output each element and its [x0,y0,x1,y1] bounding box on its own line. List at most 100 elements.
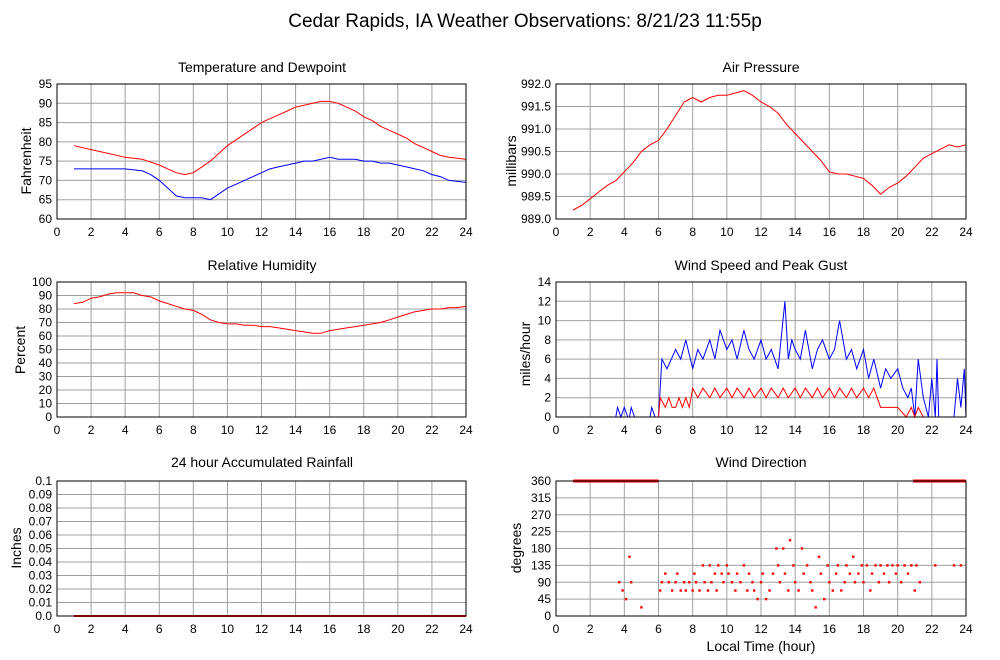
pressure-xtick-label: 22 [925,225,939,239]
wind-ytick-label: 10 [538,314,552,328]
direction-point [793,581,797,584]
direction-point [720,572,723,575]
temp-series-line-1 [74,156,467,201]
rain-ytick-label: 0.07 [29,515,53,529]
wind-xtick-label: 8 [689,423,696,437]
wind-xtick-label: 20 [891,423,905,437]
direction-point [836,564,840,567]
direction-point [734,589,737,592]
direction-point [828,581,831,584]
wind-ytick-label: 8 [544,333,551,347]
rain-ytick-label: 0.09 [29,488,53,502]
direction-point [618,581,621,584]
direction-point [778,581,781,584]
direction-point [865,564,869,567]
direction-panel: Wind Direction degrees Local Time (hour)… [508,454,973,654]
humidity-panel: Relative Humidity Percent 2 4 6 8 10 12 14 16 18… [12,257,473,437]
wind-xtick-label: 18 [857,423,871,437]
pressure-xtick-label: 14 [788,225,802,239]
direction-point [628,555,631,558]
direction-point [629,581,633,584]
direction-xtick-label: 8 [689,622,696,636]
wind-ytick-label: 4 [544,371,551,385]
pressure-ytick-label: 990.5 [521,145,551,159]
wind-xtick-label: 10 [720,423,734,437]
direction-point [870,572,874,575]
temperature-panel-ylabel: Fahrenheit [18,127,34,194]
humidity-frame [56,281,467,418]
humidity-xtick-label: 18 [357,423,371,437]
direction-point [739,581,742,584]
direction-xtick-label: 12 [754,622,768,636]
wind-xtick-label: 12 [754,423,768,437]
direction-point [747,572,751,575]
direction-xtick-label: 24 [959,622,973,636]
rain-xtick-label: 16 [323,622,337,636]
temp-xtick-label: 2 [88,225,95,239]
direction-point [886,564,889,567]
humidity-ytick-label: 90 [39,289,53,303]
humidity-ytick-label: 20 [39,383,53,397]
direction-point [775,547,778,550]
wind-xtick-label: 6 [655,423,662,437]
direction-point [742,564,746,567]
rain-ytick-label: 0.02 [29,582,53,596]
rain-ytick-label: 0.1 [35,474,52,488]
rain-ytick-label: 0.04 [29,555,53,569]
direction-point [852,555,855,558]
direction-plot: 2 4 6 8 10 12 14 16 18 20 22 2404590135180225270315… [531,474,973,636]
direction-point [693,572,696,575]
humidity-plot: 2 4 6 8 10 12 14 16 18 20 22 2401020304050607080901… [32,275,473,437]
wind-ytick-label: 2 [544,391,551,405]
direction-point [717,564,720,567]
direction-point [874,564,877,567]
direction-ytick-label: 180 [531,542,551,556]
rain-ytick-label: 0.03 [29,569,53,583]
direction-point [670,589,674,592]
humidity-ytick-label: 70 [39,316,53,330]
rain-ytick-label: 0.05 [29,542,53,556]
direction-point [918,581,922,584]
rainfall-panel-title: 24 hour Accumulated Rainfall [171,454,353,470]
pressure-xtick-label: 2 [587,225,594,239]
temp-xtick-label: 10 [221,225,235,239]
humidity-xtick-label: 2 [88,423,95,437]
direction-point [664,572,667,575]
direction-point [819,572,822,575]
humidity-ytick-label: 40 [39,356,53,370]
temp-ytick-label: 95 [39,77,53,91]
rain-ytick-label: 0.06 [29,528,53,542]
wind-ytick-label: 0 [544,410,551,424]
pressure-ytick-label: 991.0 [521,122,551,136]
wind-panel-title: Wind Speed and Peak Gust [675,257,848,273]
temp-ytick-label: 70 [39,173,53,187]
direction-point [676,572,679,575]
direction-point [708,564,711,567]
direction-ytick-label: 45 [538,592,552,606]
direction-xtick-label: 2 [587,622,594,636]
direction-point [624,597,628,601]
direction-point [783,572,787,575]
direction-point [857,572,860,575]
direction-point [952,564,956,567]
direction-point [913,589,916,592]
direction-point [682,581,686,584]
humidity-xtick-label: 10 [221,423,235,437]
direction-point [694,581,698,584]
temp-xtick-label: 18 [357,225,371,239]
pressure-xtick-label: 24 [959,225,973,239]
wind-xtick-label: 22 [925,423,939,437]
humidity-ytick-label: 30 [39,370,53,384]
direction-xtick-label: 18 [857,622,871,636]
rain-xtick-label: 14 [289,622,303,636]
direction-point [756,597,759,601]
direction-point [814,606,817,609]
pressure-xtick-label: 10 [720,225,734,239]
rain-xtick-label: 4 [122,622,129,636]
direction-point [659,589,662,592]
direction-point [698,589,701,592]
direction-xtick-label: 6 [655,622,662,636]
direction-point [761,572,764,575]
temp-xtick-label: 12 [255,225,269,239]
